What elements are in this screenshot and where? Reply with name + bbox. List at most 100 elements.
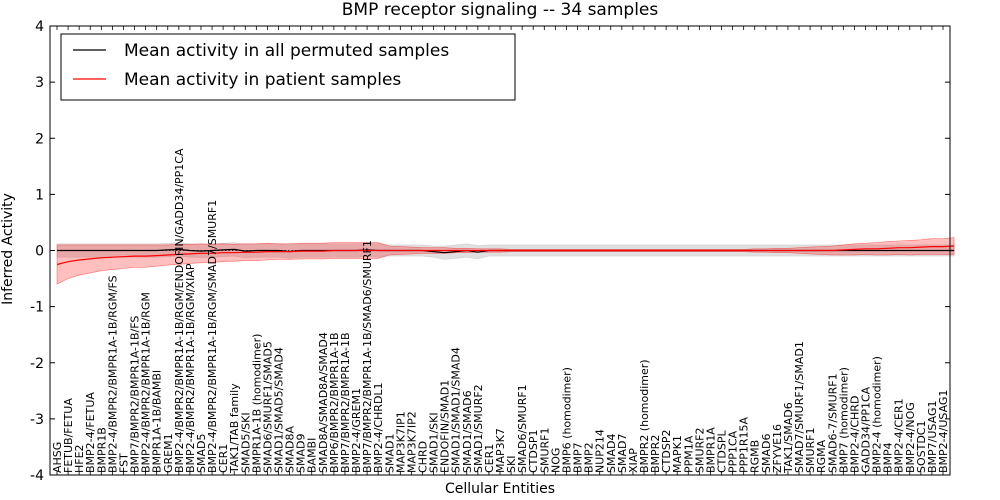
x-tick-label: MAPK1 [671,435,684,473]
x-tick-label: BMPR2 (homodimer) [638,359,651,473]
legend-label-permuted: Mean activity in all permuted samples [124,41,449,61]
x-tick-label: BMP2-4/BMPR2/BMPR1A-1B/RGM/ENDOFIN/GADD3… [173,148,186,473]
legend: Mean activity in all permuted samples Me… [60,33,516,101]
x-tick-label: FETUB/FETUA [62,398,75,473]
x-tick-label: PPP1R15A [738,416,751,473]
x-tick-label: SMURF2 [693,428,706,474]
x-tick-label: SMAD1/SMAD1/SMAD4 [450,347,463,473]
x-tick-label: RGMA [815,439,828,473]
x-tick-label: BMPR1A-1B/BAMBI [151,370,164,473]
x-tick-label: BMPR1A-1B (homodimer) [250,334,263,473]
x-tick-label: SMAD6/SMURF1/SMAD5 [261,341,274,473]
x-tick-label: BMP2-4/BMPR2/BMPR1A-1B/RGM/XIAP [184,263,197,473]
x-tick-label: SMAD5/SKI [239,412,252,473]
x-tick-label: SMAD1/SKI [428,412,441,473]
x-tick-label: CER1 [483,444,496,473]
x-tick-label: SMAD4 [605,434,618,473]
x-tick-label: BMP2-4 (homodimer) [871,356,884,473]
y-axis-label: Inferred Activity [0,193,16,305]
legend-label-patient: Mean activity in patient samples [124,70,401,90]
x-tick-label: BMP7/BMPR2/BMPR1A-1B [339,332,352,473]
x-tick-label: GADD34/PP1CA [860,386,873,473]
x-tick-label: BMP2-4/BMPR2/BMPR1A-1B/RGM [140,292,153,473]
x-tick-label: NUP214 [594,429,607,473]
x-tick-label: BMP2-4/BMPR2/BMPR1A-1B/RGM/SMAD7/SMURF1 [206,200,219,473]
x-tick-label: TAK1/TAB family [228,383,241,474]
x-tick-label: SMAD6-7/SMURF1 [826,373,839,473]
x-tick-label: SMAD8A [284,426,297,473]
x-tick-label: ENDOFIN/SMAD1 [439,380,452,473]
y-tick-label: 3 [35,75,44,91]
x-tick-label: BMP2 [583,442,596,473]
x-tick-label: SMURF1 [538,428,551,474]
x-tick-label: MAP3K7IP1 [394,411,407,473]
x-tick-label: AHSG [51,442,64,473]
x-tick-label: SMAD5 [195,434,208,473]
x-tick-label: PPP1CA [727,430,740,473]
x-tick-label: NOG [549,448,562,473]
x-tick-label: BAMBI [306,438,319,473]
legend-box [60,33,516,101]
series-lines [56,245,955,266]
x-tick-label: GREM1 [162,433,175,473]
chart-title: BMP receptor signaling -- 34 samples [342,0,659,20]
x-tick-label: BMP2-4/NOG [904,402,917,473]
x-tick-label: BMP6 (homodimer) [561,367,574,473]
x-tick-label: BMP2-4/CHRDL1 [372,382,385,473]
x-tick-label: SMURF1 [804,428,817,474]
x-tick-label: BMP7/BMPR2/BMPR1A-1B/SMAD6/SMURF1 [361,240,374,473]
x-tick-label: RGMB [749,440,762,473]
series-line-patient [56,245,955,266]
x-tick-label: BMP4 [882,442,895,473]
y-tick-label: -2 [30,356,44,372]
x-tick-label: PPM1A [682,435,695,473]
x-ticks [56,26,944,475]
band-patient [56,237,955,285]
x-axis-label: Cellular Entities [445,481,555,497]
x-tick-label: BMP2-4/BMPR2/BMPR1A-1B/RGM/FS [106,275,119,473]
x-tick-label: SMAD7/SMURF1/SMAD1 [793,341,806,473]
x-tick-label: SMAD8A/SMAD8A/SMAD4 [317,332,330,473]
x-tick-label: CTDSPL [716,430,729,473]
x-tick-label: BMP2-4/GREM1 [350,388,363,473]
plot-frame [49,25,951,476]
x-tick-label: SMAD1 [383,434,396,473]
x-tick-label: CTDSP1 [527,430,540,473]
y-tick-label: 2 [35,131,44,147]
x-tick-label: SMAD6/SMURF1 [516,384,529,473]
x-tick-label: SMAD6 [760,434,773,473]
x-tick-label: HFE2 [73,444,86,473]
x-tick-label: BMP7 (homodimer) [837,367,850,473]
x-tick-label: BMP7/BMPR2/BMPR1A-1B/FS [129,316,142,473]
x-tick-label: BMP7 [572,442,585,473]
x-tick-label: SOSTDC1 [915,421,928,474]
x-tick-label: BMP7/USAG1 [926,401,939,473]
x-tick-label: CER1 [217,444,230,473]
x-tick-label: SMAD1/SMURF2 [472,384,485,473]
x-tick-label: MAP3K7IP2 [405,411,418,473]
x-tick-label: BMP6/BMPR2/BMPR1A-1B [328,332,341,473]
y-tick-label: -1 [30,300,44,316]
x-tick-label: BMPR1A [704,427,717,473]
x-tick-label: CHRD [417,441,430,473]
x-tick-label: BMPR1B [95,427,108,473]
y-tick-label: 4 [35,19,44,35]
x-tick-label: MAP3K7 [494,428,507,473]
y-tick-label: -3 [30,412,44,428]
x-tick-label: BMPR2 [649,435,662,473]
x-tick-label: SMAD1/SMAD5/SMAD4 [273,347,286,473]
y-tick-label: 1 [35,187,44,203]
x-tick-label: SMAD7 [616,434,629,473]
y-tick-label: 0 [35,244,44,260]
x-tick-label: FST [118,453,131,473]
x-tick-label: ZFYVE16 [771,424,784,473]
x-tick-label: XIAP [627,448,640,473]
x-tick-label: TAK1/SMAD6 [782,402,795,474]
x-tick-label: SMAD9 [295,434,308,473]
x-tick-label: SKI [505,456,518,473]
x-tick-label: BMP2-4/USAG1 [937,390,950,473]
x-tick-labels: AHSGFETUB/FETUAHFE2BMP2-4/FETUABMPR1BBMP… [51,148,950,474]
x-tick-label: BMP2-4/CER1 [893,398,906,473]
x-tick-label: SMAD1/SMAD6 [461,390,474,473]
